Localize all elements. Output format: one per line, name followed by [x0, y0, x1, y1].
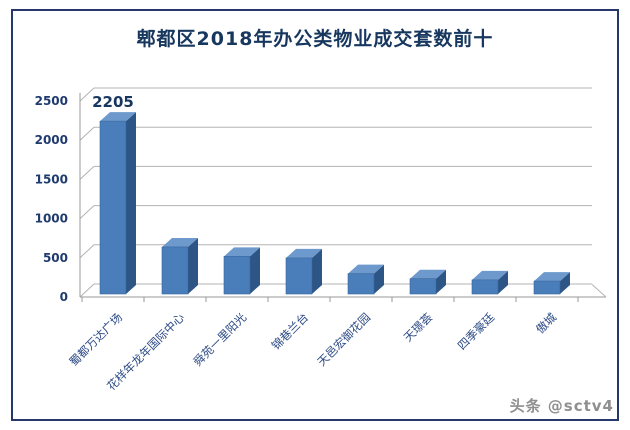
chart-card — [11, 9, 619, 421]
chart-title: 郫都区2018年办公类物业成交套数前十 — [136, 28, 494, 50]
watermark-text: 头条 @sctv4 — [509, 397, 614, 415]
watermark: 头条 @sctv4 — [510, 395, 614, 416]
